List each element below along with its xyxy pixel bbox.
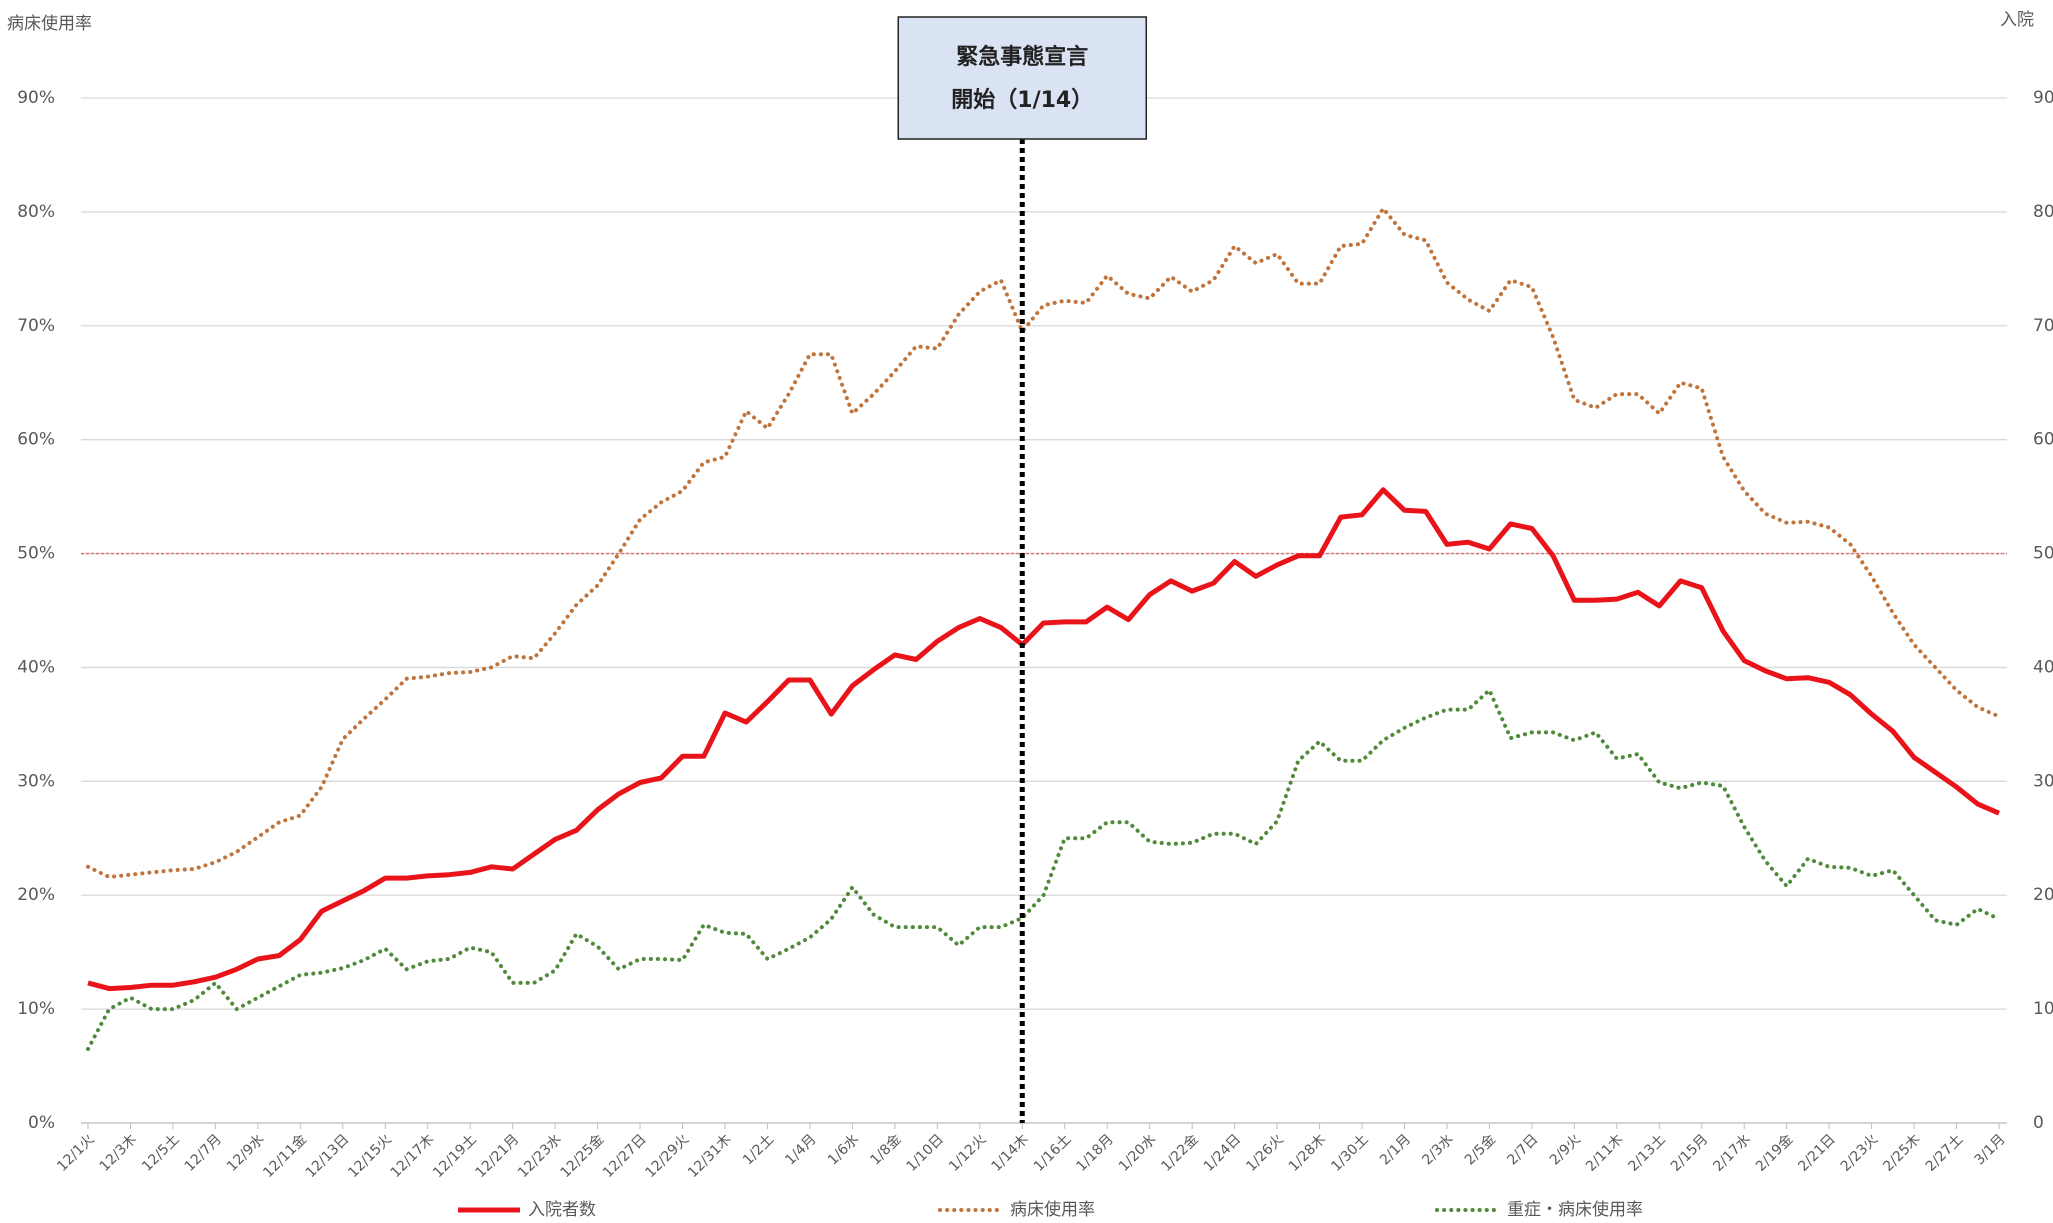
y2-tick-label: 30: [2033, 771, 2053, 791]
series-line: [86, 686, 2001, 1051]
y-tick-label: 50%: [17, 544, 55, 564]
y-axis-title: 病床使用率: [7, 13, 92, 34]
series-line: [87, 487, 2000, 992]
y2-tick-label: 70: [2033, 316, 2053, 336]
y2-tick-label: 40: [2033, 657, 2053, 677]
y-tick-label: 0%: [28, 1113, 55, 1133]
y2-tick-label: 0: [2033, 1113, 2044, 1133]
y-tick-label: 10%: [17, 999, 55, 1019]
legend-label: 重症・病床使用率: [1507, 1199, 1643, 1220]
y2-tick-label: 90: [2033, 88, 2053, 108]
y-tick-label: 60%: [17, 430, 55, 450]
y2-tick-label: 20: [2033, 885, 2053, 905]
y-tick-label: 20%: [17, 885, 55, 905]
annotation-box: [897, 16, 1148, 140]
y2-tick-label: 80: [2033, 202, 2053, 222]
y-tick-label: 80%: [17, 202, 55, 222]
y-tick-label: 30%: [17, 771, 55, 791]
y2-tick-label: 60: [2033, 430, 2053, 450]
y2-axis-title: 入院: [2000, 10, 2034, 30]
y2-tick-label: 10: [2033, 999, 2053, 1019]
y-tick-label: 40%: [17, 657, 55, 677]
legend-label: 病床使用率: [1010, 1199, 1095, 1220]
series-line: [86, 205, 2001, 880]
annotation-text: 緊急事態宣言: [956, 44, 1088, 70]
y2-tick-label: 50: [2033, 544, 2053, 564]
y-tick-label: 90%: [17, 88, 55, 108]
annotation-text: 開始（1/14）: [951, 87, 1093, 113]
y-tick-label: 70%: [17, 316, 55, 336]
legend-label: 入院者数: [528, 1200, 596, 1220]
